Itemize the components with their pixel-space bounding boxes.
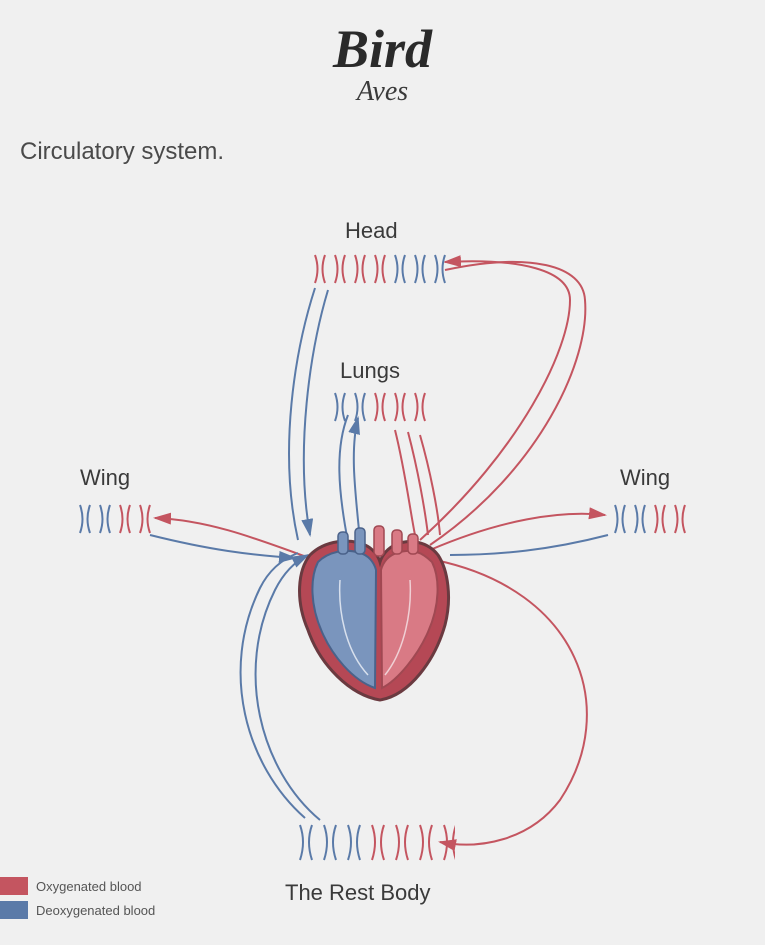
path-heart-to-head-2	[430, 262, 585, 545]
legend-oxygenated-label: Oxygenated blood	[36, 879, 142, 894]
legend-deoxygenated-swatch	[0, 901, 28, 919]
page-subtitle: Aves	[0, 76, 765, 108]
path-heart-to-head	[420, 261, 570, 540]
heart-right-chambers	[312, 551, 376, 688]
rest-body-capillary	[295, 820, 455, 865]
section-label: Circulatory system.	[0, 138, 765, 166]
path-head-to-heart	[304, 290, 328, 535]
legend: Oxygenated blood Deoxygenated blood	[0, 877, 155, 925]
wing-right-label: Wing	[620, 465, 670, 491]
circulatory-diagram: Head Lungs Wing Wing The Rest Body	[0, 170, 765, 910]
vena-cava	[338, 532, 348, 554]
head-capillary	[310, 250, 450, 288]
pulmonary-artery	[355, 528, 365, 554]
legend-oxygenated-swatch	[0, 877, 28, 895]
lungs-label: Lungs	[340, 358, 400, 384]
legend-deoxygenated-label: Deoxygenated blood	[36, 903, 155, 918]
wing-left-label: Wing	[80, 465, 130, 491]
aorta	[374, 526, 384, 556]
lungs-capillary	[330, 388, 430, 426]
rest-body-label: The Rest Body	[285, 880, 431, 906]
head-label: Head	[345, 218, 398, 244]
legend-oxygenated: Oxygenated blood	[0, 877, 155, 895]
wing-left-capillary	[75, 500, 155, 538]
path-head-to-heart-2	[289, 288, 315, 540]
path-left-wing-to-heart	[150, 535, 295, 558]
wing-right-capillary	[610, 500, 690, 538]
pulmonary-vein-2	[408, 534, 418, 554]
pulmonary-vein-1	[392, 530, 402, 554]
page-title: Bird	[0, 0, 765, 80]
heart-icon	[280, 520, 480, 710]
legend-deoxygenated: Deoxygenated blood	[0, 901, 155, 919]
